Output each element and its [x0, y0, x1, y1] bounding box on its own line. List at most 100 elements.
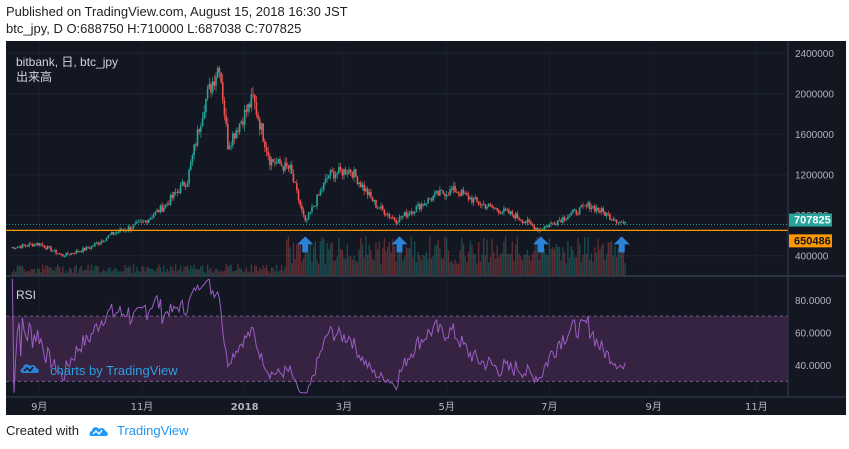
volume-bar [302, 257, 305, 276]
volume-bar [312, 247, 315, 276]
candle-body [536, 227, 539, 231]
volume-legend: 出来高 [16, 69, 52, 84]
candle-body [570, 212, 573, 216]
volume-bar [232, 270, 234, 276]
volume-bar [196, 268, 199, 276]
volume-bar [127, 266, 130, 276]
candle-body [290, 165, 293, 174]
candle-body [100, 240, 103, 243]
candle-body [228, 145, 231, 150]
volume-bar [255, 265, 258, 276]
candle-body [83, 247, 86, 251]
candle-body [464, 192, 466, 194]
volume-bar [176, 271, 178, 276]
volume-bar [599, 249, 601, 276]
volume-bar [141, 265, 143, 276]
candle-body [232, 133, 234, 146]
volume-bar [456, 263, 458, 276]
volume-bar [233, 270, 236, 276]
volume-bar [600, 245, 603, 276]
volume-bar [619, 236, 621, 276]
volume-bar [291, 263, 293, 276]
volume-bar [464, 255, 466, 276]
volume-bar [179, 265, 182, 276]
volume-bar [58, 267, 61, 276]
candle-body [289, 165, 291, 169]
volume-bar [454, 259, 456, 276]
volume-bar [484, 255, 487, 276]
volume-bar [624, 263, 626, 276]
candle-body [343, 169, 345, 176]
candle-body [301, 205, 303, 210]
candle-body [132, 224, 135, 229]
volume-bar [87, 264, 89, 276]
candle-body [600, 208, 603, 213]
candle-body [198, 129, 200, 132]
volume-bar [568, 258, 571, 276]
volume-bar [339, 248, 342, 276]
volume-bar [274, 271, 276, 276]
volume-bar [282, 271, 285, 276]
candle-body [588, 202, 591, 210]
candle-body [391, 217, 394, 218]
volume-bar [218, 271, 221, 276]
up-arrow-icon [297, 236, 314, 253]
volume-bar [408, 248, 411, 276]
volume-bar [474, 254, 476, 276]
volume-bar [92, 269, 94, 276]
candle-body [18, 246, 20, 248]
volume-bar [254, 265, 256, 276]
volume-bar [154, 271, 157, 276]
candle-body [280, 164, 283, 167]
time-tick-label: 2018 [231, 402, 259, 413]
candle-body [137, 221, 140, 223]
candle-body [567, 217, 569, 220]
candle-body [312, 206, 315, 208]
candle-body [179, 184, 182, 194]
candle-body [56, 253, 59, 255]
rsi-axis[interactable]: 80.0000 60.0000 40.0000 [795, 296, 832, 372]
volume-bar [328, 249, 330, 276]
candle-body [620, 221, 623, 223]
volume-bar [193, 264, 195, 276]
candle-body [550, 222, 552, 224]
candle-body [31, 244, 34, 247]
candle-body [524, 221, 527, 223]
volume-bar [467, 251, 470, 276]
volume-bar [496, 245, 498, 276]
volume-bar [14, 272, 17, 276]
candle-body [238, 123, 241, 133]
volume-bar [272, 267, 274, 276]
trading-chart[interactable]: bitbank, 日, btc_jpy 出来高 2400000 2000000 16… [6, 41, 846, 415]
volume-bar [545, 254, 547, 276]
volume-bar [206, 264, 209, 276]
candle-body [297, 189, 300, 201]
candle-body [88, 248, 91, 250]
candle-body [427, 198, 429, 204]
candle-body [319, 190, 322, 196]
volume-bar [447, 250, 450, 276]
candle-body [28, 243, 30, 247]
volume-bar [610, 240, 613, 276]
candle-body [294, 182, 296, 183]
time-axis[interactable]: 9月 11月 2018 3月 5月 7月 9月 11月 [31, 401, 768, 413]
candle-body [146, 220, 148, 223]
volume-bar [445, 238, 448, 276]
candle-body [60, 253, 62, 255]
candle-body [491, 205, 493, 208]
candle-body [397, 222, 399, 224]
candle-body [154, 211, 157, 215]
volume-bar [592, 262, 594, 276]
candle-body [546, 225, 549, 228]
tradingview-watermark: charts by TradingView [20, 363, 178, 378]
candle-body [36, 243, 39, 246]
footer-brand-link[interactable]: TradingView [85, 423, 189, 438]
candle-body [346, 173, 349, 175]
candle-body [127, 226, 130, 231]
volume-bar [375, 242, 377, 276]
volume-bar [543, 248, 546, 276]
up-arrow-icon [391, 236, 408, 253]
up-arrow-icon [532, 236, 549, 253]
volume-bar [77, 272, 79, 276]
candle-body [70, 253, 73, 255]
